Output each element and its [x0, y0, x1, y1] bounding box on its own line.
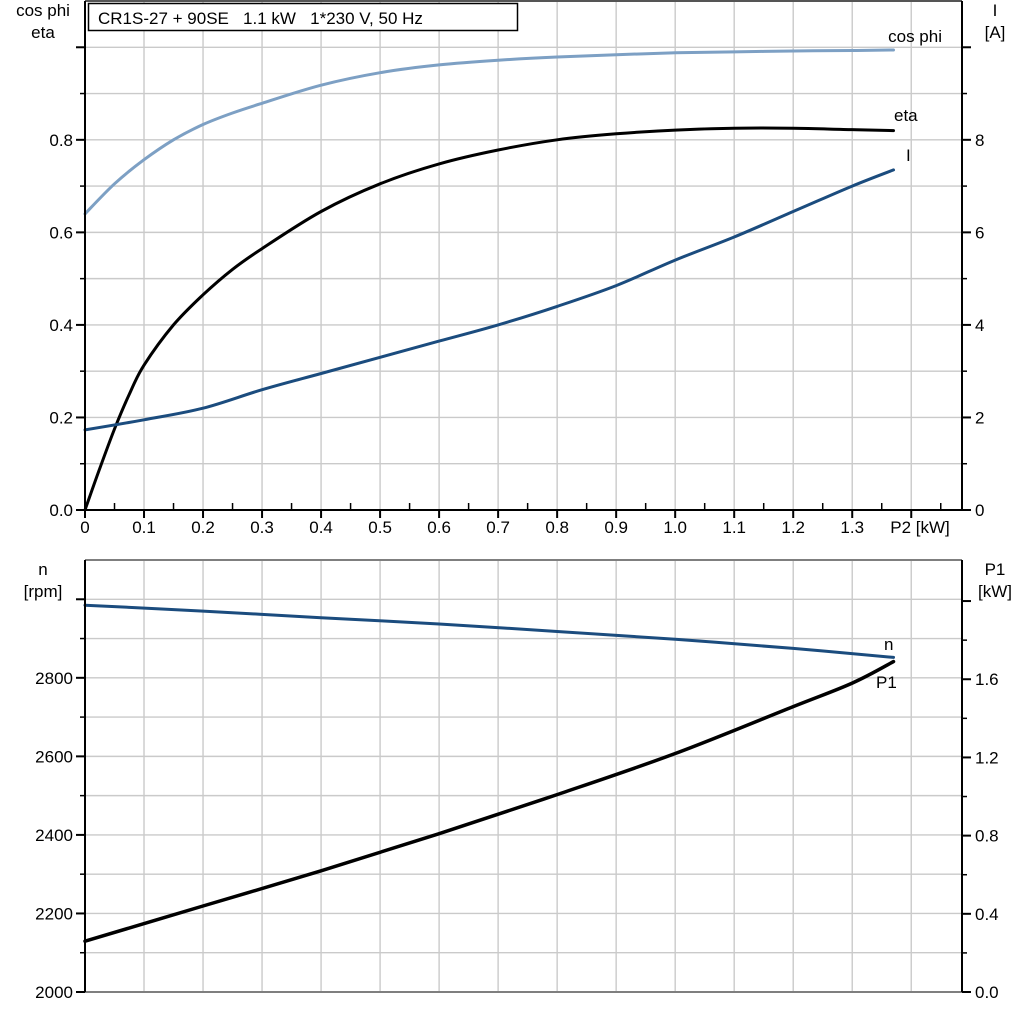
title-box: CR1S-27 + 90SE 1.1 kW 1*230 V, 50 Hz	[87, 2, 519, 32]
right-tick-label: 0	[975, 501, 984, 520]
left-axis-title: eta	[31, 23, 55, 42]
gridlines	[85, 560, 962, 992]
left-tick-label: 2800	[35, 669, 73, 688]
bottom-plot: 2000 2200 2400 2600 2800 0.0 0.4 0.8 1.2 1.6 n [rpm…	[24, 559, 1012, 1002]
curve-p1	[83, 659, 896, 943]
curve-i	[83, 168, 895, 432]
gridlines	[85, 1, 962, 510]
x-tick-label: 0.4	[309, 518, 333, 537]
curve-eta	[83, 126, 895, 512]
top-plot: 0 0.1 0.2 0.3 0.4 0.5 0.6 0.7 0.8 0.9 1.0 1.1 1.2 1.3…	[16, 0, 1006, 537]
curve-cos-phi	[83, 48, 895, 216]
right-axis-title: [A]	[985, 23, 1006, 42]
right-tick-label: 4	[975, 316, 984, 335]
right-tick-label: 0.8	[975, 827, 999, 846]
x-tick-label: 0.1	[132, 518, 156, 537]
series-label-eta: eta	[894, 106, 918, 125]
left-tick-label: 2400	[35, 826, 73, 845]
left-tick-label: 0.0	[49, 501, 73, 520]
right-axis-title: I	[993, 1, 998, 20]
series-label-cos-phi: cos phi	[888, 27, 942, 46]
left-tick-label: 0.4	[49, 316, 73, 335]
right-tick-label: 2	[975, 408, 984, 427]
left-tick-label: 2000	[35, 983, 73, 1002]
right-tick-label: 0.4	[975, 905, 999, 924]
right-axis-title: [kW]	[978, 582, 1012, 601]
left-tick-label: 0.6	[49, 223, 73, 242]
x-tick-label: 1.1	[722, 518, 746, 537]
x-tick-label: 1.2	[781, 518, 805, 537]
left-tick-label: 2600	[35, 747, 73, 766]
right-tick-label: 1.2	[975, 748, 999, 767]
left-axis-title: [rpm]	[24, 582, 63, 601]
x-tick-label: 0.2	[191, 518, 215, 537]
left-axis-title: n	[38, 560, 47, 579]
x-tick-label: 1.3	[840, 518, 864, 537]
chart-title: CR1S-27 + 90SE 1.1 kW 1*230 V, 50 Hz	[98, 9, 423, 28]
right-tick-label: 8	[975, 131, 984, 150]
x-tick-label: 1.0	[663, 518, 687, 537]
right-tick-label: 0.0	[975, 983, 999, 1002]
x-tick-label: 0.9	[604, 518, 628, 537]
left-axis-title: cos phi	[16, 1, 70, 20]
series-label-p1: P1	[876, 673, 897, 692]
series-label-i: I	[906, 146, 911, 165]
x-tick-label: 0.7	[486, 518, 510, 537]
right-tick-label: 1.6	[975, 670, 999, 689]
x-tick-label: 0.8	[545, 518, 569, 537]
left-tick-label: 0.8	[49, 131, 73, 150]
title-box-frame	[87, 2, 519, 32]
x-tick-label: 0	[80, 518, 89, 537]
x-axis-title: P2 [kW]	[890, 518, 950, 537]
curve-n	[83, 603, 895, 659]
right-tick-label: 6	[975, 223, 984, 242]
x-tick-label: 0.6	[427, 518, 451, 537]
series-label-n: n	[884, 635, 893, 654]
left-tick-label: 0.2	[49, 408, 73, 427]
x-tick-label: 0.3	[250, 518, 274, 537]
left-tick-label: 2200	[35, 904, 73, 923]
right-axis-title: P1	[985, 560, 1006, 579]
x-tick-label: 0.5	[368, 518, 392, 537]
